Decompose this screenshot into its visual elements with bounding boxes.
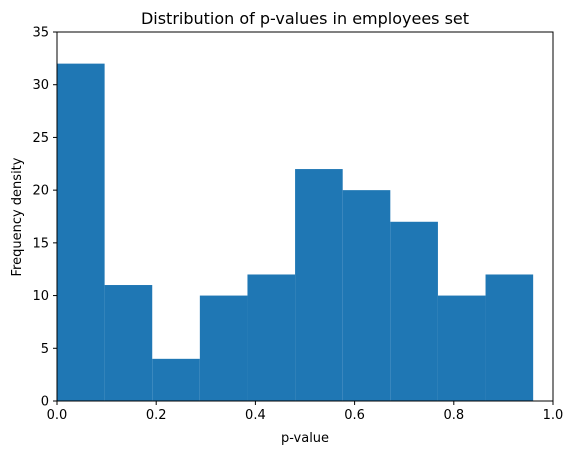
histogram-bar-4 bbox=[199, 295, 248, 401]
histogram-bar-7 bbox=[342, 190, 391, 401]
y-tick-label: 5 bbox=[41, 342, 49, 357]
histogram-bar-5 bbox=[247, 274, 296, 401]
histogram-bar-2 bbox=[104, 285, 153, 401]
y-tick-label: 10 bbox=[32, 289, 49, 304]
x-axis-title: p-value bbox=[281, 431, 329, 446]
y-axis-title: Frequency density bbox=[10, 157, 25, 276]
histogram-bar-1 bbox=[57, 63, 105, 401]
y-tick-label: 30 bbox=[32, 78, 49, 93]
y-tick-label: 35 bbox=[32, 26, 49, 41]
y-tick-label: 15 bbox=[32, 236, 49, 251]
x-axis-ticks: 0.0 0.2 0.4 0.6 0.8 1.0 bbox=[47, 401, 564, 423]
histogram-bar-10 bbox=[485, 274, 534, 401]
x-tick-label: 0.6 bbox=[344, 408, 365, 423]
histogram-bar-8 bbox=[390, 221, 438, 401]
histogram-bar-9 bbox=[437, 295, 486, 401]
y-tick-label: 0 bbox=[41, 395, 49, 410]
bars-group bbox=[57, 63, 534, 401]
x-tick-label: 0.8 bbox=[443, 408, 464, 423]
y-tick-label: 20 bbox=[32, 184, 49, 199]
x-tick-label: 1.0 bbox=[543, 408, 564, 423]
x-tick-label: 0.2 bbox=[146, 408, 167, 423]
x-tick-label: 0.0 bbox=[47, 408, 68, 423]
y-tick-label: 25 bbox=[32, 131, 49, 146]
x-tick-label: 0.4 bbox=[245, 408, 266, 423]
y-axis-ticks: 0 5 10 15 20 25 30 35 bbox=[32, 26, 57, 410]
chart-title: Distribution of p-values in employees se… bbox=[141, 9, 469, 28]
plot-frame bbox=[56, 31, 554, 402]
histogram-bar-6 bbox=[295, 169, 343, 401]
histogram-bar-3 bbox=[152, 358, 200, 401]
